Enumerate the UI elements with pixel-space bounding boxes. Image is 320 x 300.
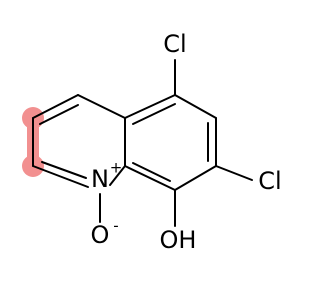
charge-label: + <box>110 159 123 177</box>
bonds <box>32 59 253 227</box>
atom-label: Cl <box>258 167 281 195</box>
atom-label: OH <box>160 226 197 254</box>
charge-label: - <box>113 217 118 235</box>
molecule-diagram: Cl Cl N + O - OH <box>0 0 300 300</box>
atom-label: N <box>91 165 109 193</box>
atom-label: O <box>91 221 110 249</box>
background <box>0 0 300 300</box>
atom-label: Cl <box>163 30 186 58</box>
